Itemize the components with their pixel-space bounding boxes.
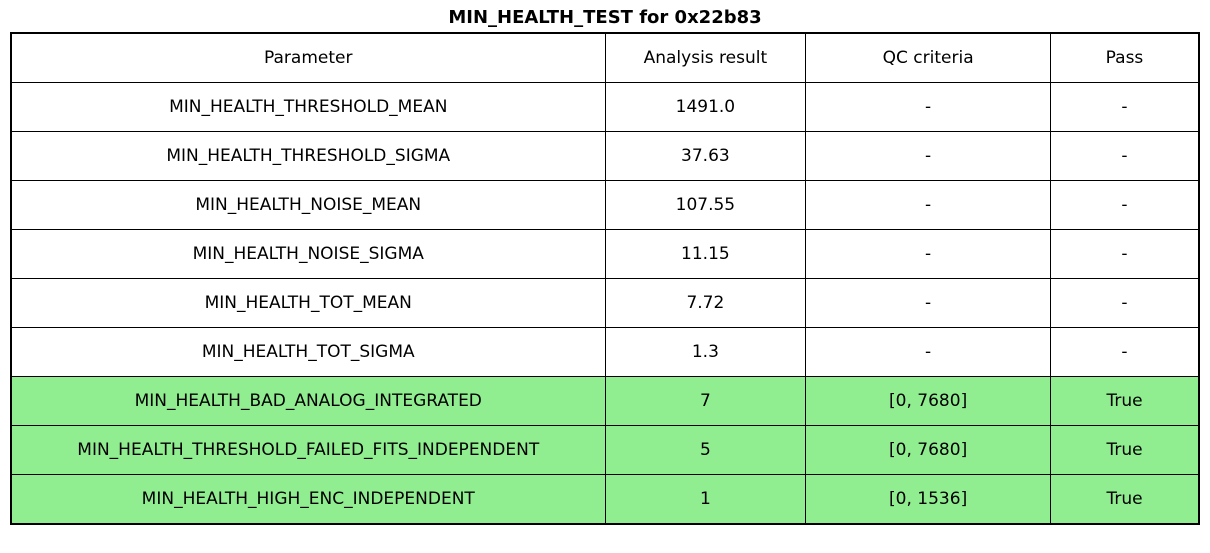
- parameter-cell: MIN_HEALTH_NOISE_SIGMA: [10, 229, 606, 279]
- analysis-result-cell: 7.72: [604, 278, 807, 328]
- parameter-cell: MIN_HEALTH_THRESHOLD_SIGMA: [10, 131, 606, 181]
- pass-cell: -: [1049, 327, 1200, 377]
- qc-criteria-cell: -: [805, 229, 1051, 279]
- table-row: MIN_HEALTH_TOT_SIGMA 1.3- -: [10, 327, 1200, 377]
- qc-criteria-cell: -: [805, 278, 1051, 328]
- column-header-parameter: Parameter: [10, 32, 606, 83]
- analysis-result-cell: 1: [604, 474, 807, 525]
- table-row: MIN_HEALTH_THRESHOLD_FAILED_FITS_INDEPEN…: [10, 425, 1200, 475]
- qc-criteria-cell: [0, 7680]: [805, 376, 1051, 426]
- column-header-qc-criteria: QC criteria: [805, 32, 1051, 83]
- parameter-cell: MIN_HEALTH_THRESHOLD_MEAN: [10, 82, 606, 132]
- table-row: MIN_HEALTH_NOISE_MEAN 107.55- -: [10, 180, 1200, 230]
- table-body: MIN_HEALTH_THRESHOLD_MEAN 1491.0- - MIN_HEA…: [10, 82, 1200, 525]
- qc-table: Parameter Analysis result QC criteria Pa…: [10, 32, 1200, 525]
- qc-criteria-cell: -: [805, 327, 1051, 377]
- qc-criteria-cell: [0, 1536]: [805, 474, 1051, 525]
- qc-criteria-cell: -: [805, 131, 1051, 181]
- pass-cell: -: [1049, 82, 1200, 132]
- table-row: MIN_HEALTH_BAD_ANALOG_INTEGRATED 7 [0, 768…: [10, 376, 1200, 426]
- table-row: MIN_HEALTH_NOISE_SIGMA 11.15- -: [10, 229, 1200, 279]
- analysis-result-cell: 1.3: [604, 327, 807, 377]
- parameter-cell: MIN_HEALTH_NOISE_MEAN: [10, 180, 606, 230]
- parameter-cell: MIN_HEALTH_TOT_MEAN: [10, 278, 606, 328]
- pass-cell: True: [1049, 425, 1200, 475]
- pass-cell: True: [1049, 376, 1200, 426]
- table-row: MIN_HEALTH_THRESHOLD_SIGMA 37.63- -: [10, 131, 1200, 181]
- analysis-result-cell: 5: [604, 425, 807, 475]
- parameter-cell: MIN_HEALTH_TOT_SIGMA: [10, 327, 606, 377]
- pass-cell: -: [1049, 180, 1200, 230]
- pass-cell: -: [1049, 131, 1200, 181]
- analysis-result-cell: 7: [604, 376, 807, 426]
- analysis-result-cell: 11.15: [604, 229, 807, 279]
- column-header-pass: Pass: [1049, 32, 1200, 83]
- analysis-result-cell: 1491.0: [604, 82, 807, 132]
- parameter-cell: MIN_HEALTH_HIGH_ENC_INDEPENDENT: [10, 474, 606, 525]
- pass-cell: True: [1049, 474, 1200, 525]
- analysis-result-cell: 37.63: [604, 131, 807, 181]
- analysis-result-cell: 107.55: [604, 180, 807, 230]
- pass-cell: -: [1049, 278, 1200, 328]
- pass-cell: -: [1049, 229, 1200, 279]
- qc-criteria-cell: -: [805, 82, 1051, 132]
- page-title: MIN_HEALTH_TEST for 0x22b83: [448, 7, 762, 28]
- table-row: MIN_HEALTH_TOT_MEAN 7.72- -: [10, 278, 1200, 328]
- parameter-cell: MIN_HEALTH_THRESHOLD_FAILED_FITS_INDEPEN…: [10, 425, 606, 475]
- column-header-analysis-result: Analysis result: [604, 32, 807, 83]
- table-row: MIN_HEALTH_HIGH_ENC_INDEPENDENT 1 [0, 1536…: [10, 474, 1200, 525]
- parameter-cell: MIN_HEALTH_BAD_ANALOG_INTEGRATED: [10, 376, 606, 426]
- qc-criteria-cell: -: [805, 180, 1051, 230]
- header-row: Parameter Analysis result QC criteria Pa…: [10, 32, 1200, 83]
- qc-criteria-cell: [0, 7680]: [805, 425, 1051, 475]
- table-row: MIN_HEALTH_THRESHOLD_MEAN 1491.0- -: [10, 82, 1200, 132]
